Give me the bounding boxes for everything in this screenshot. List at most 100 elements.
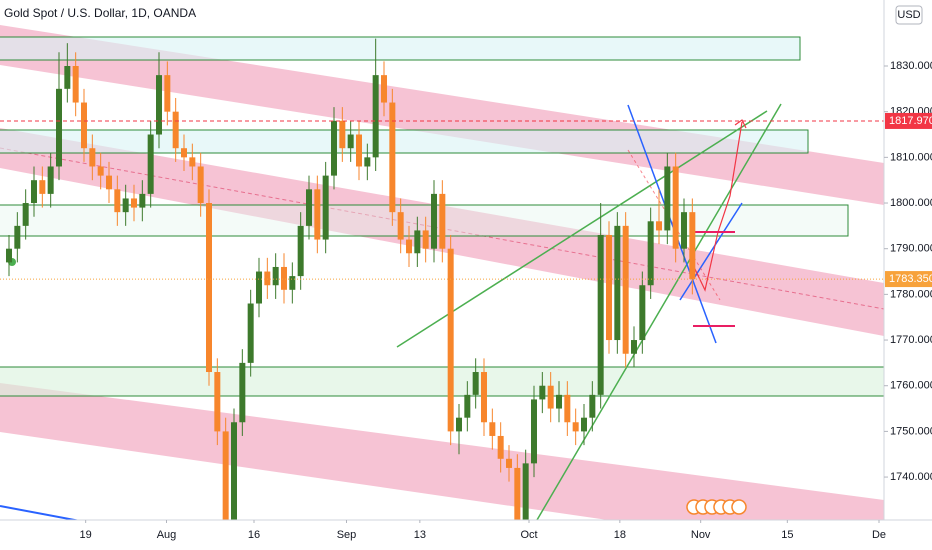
- currency-button[interactable]: [895, 5, 923, 25]
- x-tick-label: Nov: [691, 529, 711, 541]
- candle-body: [431, 193, 437, 249]
- candle-body: [356, 134, 362, 167]
- candle-body: [264, 271, 271, 286]
- candle-body: [181, 148, 187, 158]
- candle-body: [89, 148, 96, 167]
- candle-body: [6, 248, 12, 263]
- candle-body: [172, 111, 179, 149]
- trend-line: [396, 110, 768, 348]
- candle-body: [139, 193, 146, 208]
- y-tick-label: 1800.000: [890, 197, 932, 209]
- candle-body: [339, 120, 346, 149]
- candle-body: [372, 75, 379, 158]
- candle-body: [456, 417, 462, 432]
- candle-body: [547, 385, 554, 409]
- candle-body: [31, 180, 37, 204]
- candle-body: [206, 203, 212, 373]
- currency-label[interactable]: USD: [897, 9, 920, 21]
- y-tick-label: 1740.000: [890, 471, 932, 483]
- channel-band: [0, 383, 884, 520]
- candle-body: [472, 372, 479, 395]
- channel-band: [0, 25, 884, 205]
- candle-body: [506, 458, 512, 468]
- x-tick-label: Sep: [337, 529, 357, 541]
- candle-body: [106, 175, 112, 190]
- candle-body: [589, 394, 596, 418]
- candle-body: [47, 166, 54, 194]
- candle-body: [531, 399, 537, 464]
- candle-body: [131, 198, 137, 208]
- candle-body: [247, 303, 254, 363]
- candle-body: [689, 212, 696, 280]
- candle-body: [272, 266, 279, 286]
- candle-body: [164, 75, 171, 112]
- candle-body: [314, 189, 321, 240]
- candle-body: [597, 234, 604, 395]
- chart-title: Gold Spot / U.S. Dollar, 1D, OANDA: [4, 6, 196, 20]
- price-label: 1783.350: [889, 273, 932, 285]
- candle-body: [331, 120, 337, 176]
- price-label-box: [885, 271, 932, 288]
- x-tick-label: 16: [248, 529, 260, 541]
- candle-body: [72, 65, 79, 103]
- candle-body: [397, 212, 404, 240]
- candle-body: [364, 157, 371, 167]
- candles: [0, 38, 884, 520]
- candle-body: [81, 102, 87, 149]
- candle-body: [672, 166, 679, 249]
- trend-line: [627, 104, 717, 344]
- candle-body: [606, 234, 612, 341]
- candle-body: [381, 75, 387, 103]
- x-tick-label: 18: [614, 529, 626, 541]
- candle-body: [422, 230, 429, 249]
- zone: [0, 366, 884, 397]
- x-tick-label: 15: [781, 529, 793, 541]
- candle-body: [64, 65, 71, 89]
- candle-body: [306, 189, 312, 226]
- candle-body: [664, 166, 671, 231]
- candle-body: [681, 212, 687, 249]
- candle-body: [522, 463, 529, 520]
- candle-body: [572, 422, 579, 432]
- candle-body: [414, 230, 421, 254]
- candle-body: [481, 372, 487, 423]
- candle-body: [189, 157, 196, 167]
- candle-body: [97, 166, 104, 176]
- y-tick-label: 1770.000: [890, 334, 932, 346]
- candle-body: [647, 221, 654, 286]
- x-tick-label: Aug: [157, 529, 177, 541]
- candle-body: [439, 193, 446, 249]
- candle-body: [214, 372, 221, 432]
- candle-body: [256, 271, 262, 304]
- x-tick-label: 13: [414, 529, 426, 541]
- x-tick-label: 19: [80, 529, 92, 541]
- candle-body: [556, 394, 562, 409]
- drawings: [0, 25, 884, 520]
- candle-body: [197, 166, 204, 204]
- title-backdrop: [0, 4, 180, 22]
- candle-body: [22, 203, 29, 226]
- candle-body: [347, 134, 354, 149]
- candle-body: [406, 239, 412, 254]
- price-label-box: [885, 112, 932, 129]
- candle-body: [622, 225, 629, 354]
- y-tick-label: 1750.000: [890, 425, 932, 437]
- price-label: 1817.970: [889, 115, 932, 127]
- candle-body: [581, 417, 587, 432]
- candle-body: [447, 248, 454, 432]
- arrow-head: [734, 119, 747, 129]
- y-tick-label: 1830.000: [890, 60, 932, 72]
- y-tick-label: 1760.000: [890, 380, 932, 392]
- candle-body: [289, 276, 296, 290]
- candle-body: [231, 422, 237, 520]
- y-tick-label: 1780.000: [890, 288, 932, 300]
- trend-line: [0, 505, 81, 520]
- candle-body: [322, 175, 329, 240]
- candle-body: [156, 75, 162, 135]
- zone: [0, 36, 801, 61]
- candle-body: [497, 435, 504, 459]
- projection-line: [627, 149, 721, 301]
- candle-body: [297, 225, 304, 277]
- candle-body: [147, 134, 154, 194]
